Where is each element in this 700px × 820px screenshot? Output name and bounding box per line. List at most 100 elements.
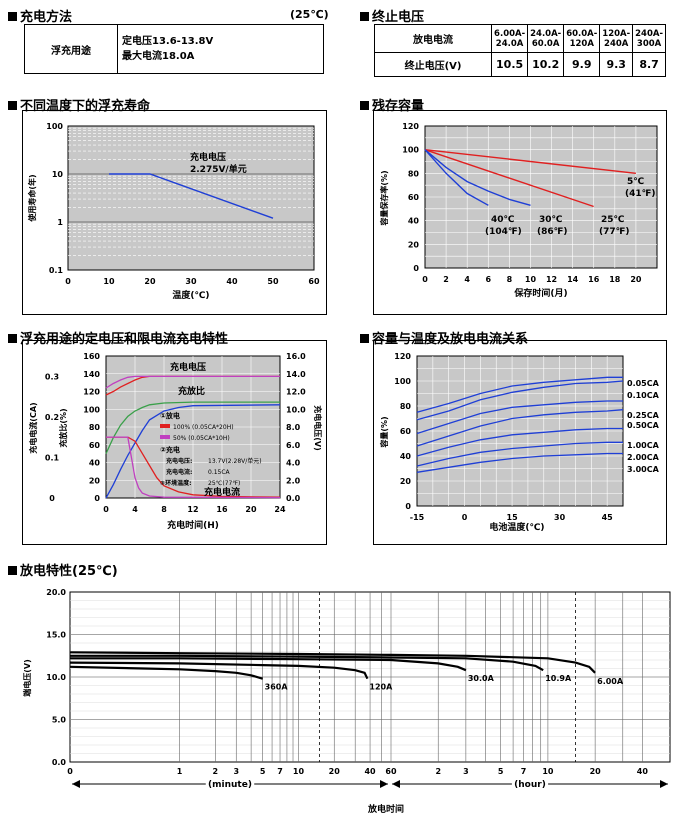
residual-xtick: 20	[630, 275, 642, 284]
discharge-ytick: 20.0	[46, 588, 66, 597]
legend-100: 100% (0.05CA*20H)	[173, 424, 234, 431]
charge-spec-current: 最大电流18.0A	[122, 51, 195, 62]
section-discharge: 放电特性(25℃)	[8, 560, 118, 579]
float-char-xtick: 0	[103, 505, 109, 514]
float-char-series-i100	[106, 436, 281, 498]
float-life-chart: 0 10 20 30 40 50 60 100 10 1 0.1 充电电压 2.275V/单元 温度…	[22, 110, 327, 315]
residual-xtick: 8	[507, 275, 513, 284]
residual-xtick: 14	[567, 275, 579, 284]
discharge-series-label: 360A	[265, 683, 289, 692]
end-value-0: 10.5	[491, 52, 529, 77]
residual-ytick: 40	[408, 217, 420, 226]
cap-temp-series-line	[416, 452, 623, 473]
float-life-xtick: 50	[267, 277, 279, 286]
float-life-xtick: 0	[65, 277, 71, 286]
legend-charge-current: 充电电流:	[166, 468, 192, 476]
float-char-label-voltage: 充电电压	[170, 361, 206, 373]
residual-xtick: 6	[485, 275, 491, 284]
residual-ytick: 100	[402, 146, 419, 155]
cap-temp-series-line	[416, 441, 623, 467]
residual-label-5c: 5℃	[627, 177, 644, 187]
section-float-char: 浮充用途的定电压和限电流充电特性	[8, 328, 228, 347]
cap-temp-ylabel: 容量(%)	[379, 416, 389, 448]
float-life-ylabel: 使用寿命(年)	[27, 174, 37, 222]
float-char-xtick: 12	[187, 505, 198, 514]
discharge-xtick-minute: 1	[177, 767, 183, 776]
discharge-series-label: 6.00A	[597, 677, 624, 686]
legend-discharge: ①放电	[160, 411, 180, 420]
discharge-hour-span: (hour)	[392, 777, 668, 793]
float-life-ytick: 10	[52, 170, 64, 179]
cap-temp-series-label: 0.10CA	[627, 391, 660, 400]
end-header-1: 24.0A- 60.0A	[527, 24, 565, 53]
float-char-voltage-tick: 16.0	[286, 352, 306, 361]
charge-spec-cell: 定电压13.6-13.8V 最大电流18.0A	[117, 24, 324, 74]
float-char-xlabel: 充电时间(H)	[167, 519, 219, 531]
discharge-xtick-hour: 2	[435, 767, 441, 776]
float-life-plot-area	[67, 125, 315, 271]
cap-temp-frame	[373, 340, 667, 545]
legend-50: 50% (0.05CA*10H)	[173, 435, 230, 442]
float-life-xtick: 40	[226, 277, 238, 286]
float-char-xtick: 20	[245, 505, 257, 514]
minute-span-arrow-right	[380, 780, 388, 788]
float-char-ratio-tick: 80	[89, 423, 101, 432]
float-char-voltage-tick: 10.0	[286, 405, 306, 414]
residual-xlabel: 保存时间(月)	[513, 287, 567, 299]
float-char-series-v50	[105, 375, 280, 389]
cap-temp-ytick: 60	[400, 427, 412, 436]
cap-temp-series-line	[416, 380, 624, 421]
float-char-xtick: 16	[216, 505, 228, 514]
cap-temp-xtick: 15	[507, 513, 519, 522]
charge-use-cell: 浮充用途	[24, 24, 118, 74]
end-header-2: 60.0A- 120A	[563, 24, 601, 53]
float-char-ratio-tick: 40	[89, 459, 101, 468]
discharge-xtick-minute: 20	[329, 767, 341, 776]
float-char-current-tick: 0.1	[45, 453, 60, 462]
residual-series-line	[424, 149, 489, 206]
float-char-series-i50	[106, 436, 281, 499]
cap-temp-series-line	[416, 376, 623, 413]
discharge-series-line	[69, 665, 263, 680]
legend-charge-current-val: 0.15CA	[208, 469, 231, 476]
float-char-ylabel-voltage: 充电电压(V)	[313, 405, 323, 451]
residual-chart: 0 2 4 6 8 10 12 14 16 18 20 0 20 40 60 80 100 120 5℃ (41℉…	[373, 110, 667, 315]
discharge-ytick: 15.0	[46, 631, 66, 640]
charge-temp: (25℃)	[290, 8, 329, 21]
float-char-ratio-tick: 0	[94, 494, 100, 503]
discharge-series-label: 10.9A	[545, 674, 572, 683]
float-life-frame	[22, 110, 327, 315]
discharge-series-line	[69, 651, 596, 674]
end-header-3: 120A- 240A	[599, 24, 634, 53]
cap-temp-series-label: 0.25CA	[627, 411, 660, 420]
end-value-2: 9.9	[563, 52, 601, 77]
float-char-xtick: 8	[161, 505, 167, 514]
cap-temp-series-line	[416, 427, 623, 457]
float-life-ytick: 100	[46, 122, 63, 131]
residual-xtick: 10	[525, 275, 537, 284]
float-life-xtick: 30	[185, 277, 197, 286]
residual-label-30c: 30℃	[539, 215, 563, 225]
residual-label-25c-f: (77℉)	[599, 227, 630, 237]
float-char-ylabel-ratio: 充放比(%)	[58, 408, 68, 447]
cap-temp-series-label: 0.05CA	[627, 379, 660, 388]
discharge-ytick: 0.0	[52, 758, 67, 767]
cap-temp-xtick: -15	[410, 513, 425, 522]
hour-span-arrow-left	[392, 780, 400, 788]
discharge-xtick-minute: 0	[67, 767, 73, 776]
hour-span-arrow-right	[660, 780, 668, 788]
end-value-4: 8.7	[632, 52, 666, 77]
residual-xtick: 18	[609, 275, 621, 284]
cap-temp-xtick: 30	[554, 513, 566, 522]
float-char-ylabel-current: 充电电流(CA)	[28, 402, 38, 453]
residual-ytick: 120	[402, 122, 419, 131]
cap-temp-ytick: 40	[400, 452, 412, 461]
legend-ambient-val: 25℃(77℉)	[208, 480, 240, 487]
residual-series-line	[424, 149, 531, 206]
discharge-xtick-hour: 40	[637, 767, 649, 776]
float-char-current-tick: 0	[49, 494, 55, 503]
discharge-xtick-hour: 5	[498, 767, 504, 776]
float-char-voltage-tick: 0.0	[286, 494, 301, 503]
section-charge-method: 充电方法	[8, 6, 72, 25]
cap-temp-series-label: 0.50CA	[627, 421, 660, 430]
